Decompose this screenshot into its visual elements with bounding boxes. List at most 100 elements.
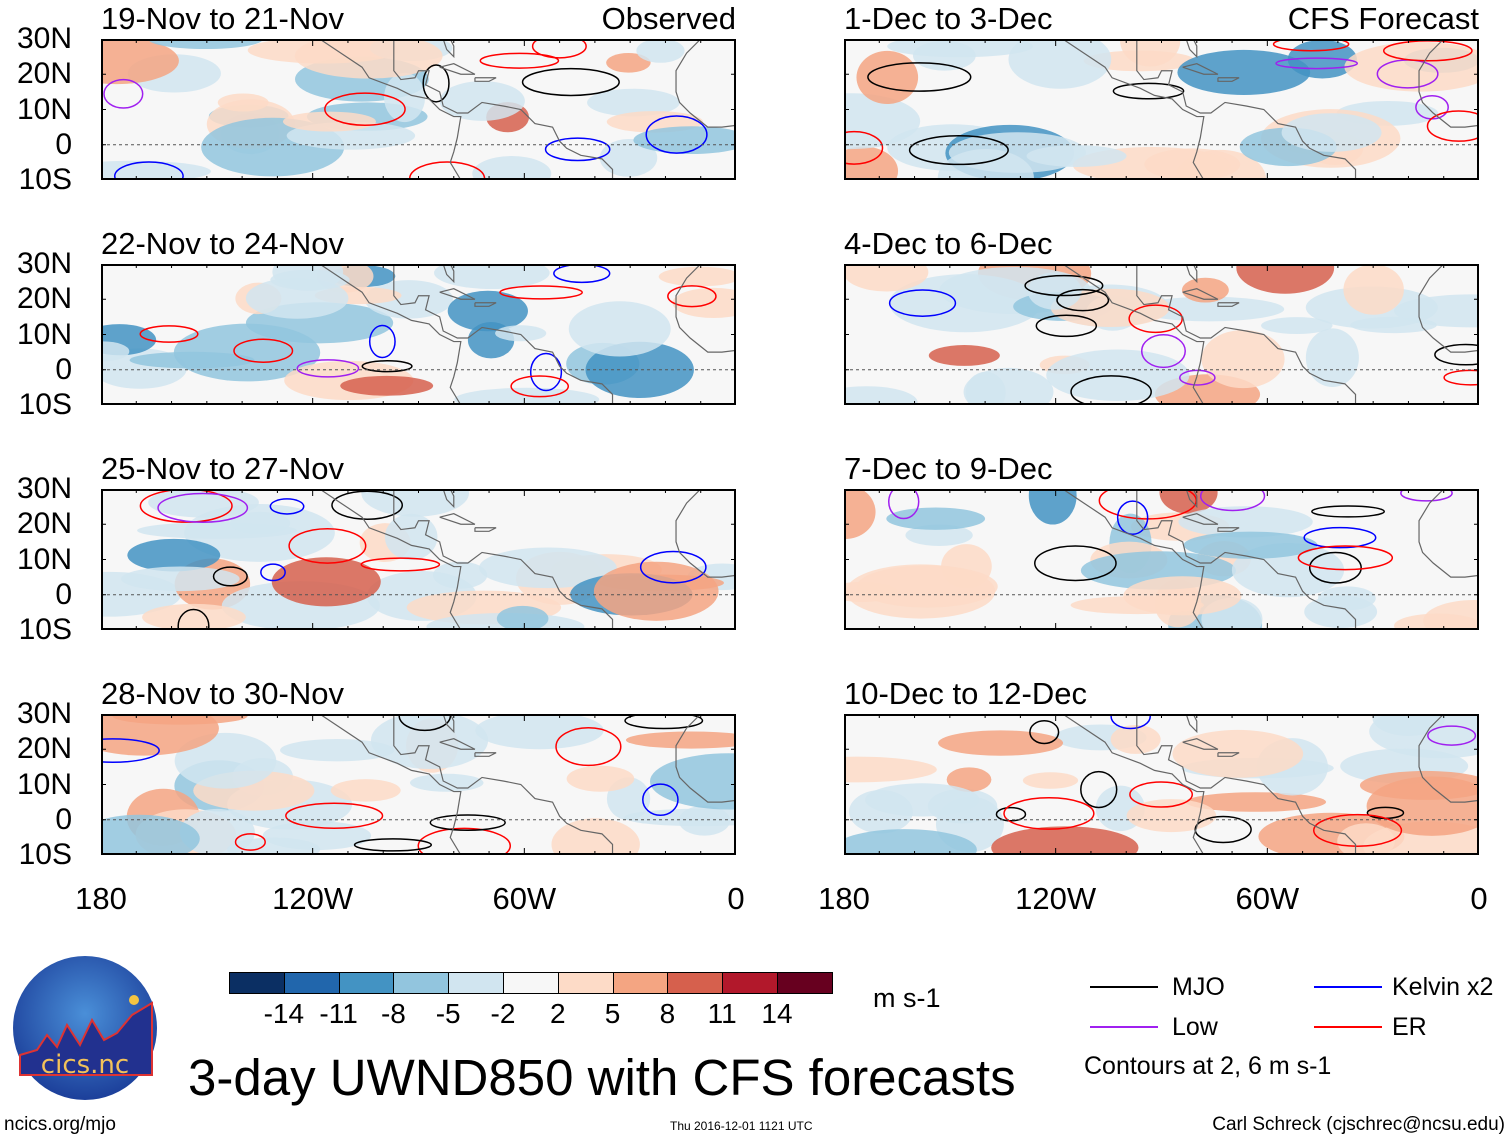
lat-label: 10N bbox=[16, 767, 72, 801]
er-contour bbox=[1443, 369, 1479, 386]
map-panel bbox=[844, 489, 1479, 630]
map-panel bbox=[101, 489, 736, 630]
coastline bbox=[1136, 489, 1357, 630]
easterly-anomaly-shade bbox=[384, 72, 426, 123]
footer-credit: Carl Schreck (cjschrec@ncsu.edu) bbox=[1212, 1114, 1505, 1135]
easterly-anomaly-shade bbox=[121, 566, 240, 592]
colorbar-swatch bbox=[503, 972, 559, 994]
lon-label: 60W bbox=[1235, 881, 1300, 916]
lon-label: 180 bbox=[75, 881, 127, 916]
easterly-anomaly-shade bbox=[1134, 296, 1285, 322]
coastline bbox=[1062, 489, 1205, 630]
map-panel bbox=[101, 39, 736, 180]
easterly-anomaly-shade bbox=[361, 489, 469, 517]
coastline bbox=[474, 302, 497, 307]
lat-label: 30N bbox=[16, 697, 72, 730]
coastline bbox=[393, 39, 614, 180]
coastline bbox=[319, 489, 462, 630]
panel-source-tag: CFS Forecast bbox=[1287, 1, 1479, 36]
coastline bbox=[1217, 77, 1240, 82]
colorbar-tick-label: 14 bbox=[761, 998, 793, 1029]
mjo-contour bbox=[331, 490, 404, 520]
easterly-anomaly-shade bbox=[174, 732, 277, 789]
coastline bbox=[1418, 489, 1479, 578]
mjo-contour bbox=[1056, 288, 1110, 312]
coastline bbox=[1182, 63, 1219, 75]
coastline bbox=[1136, 264, 1357, 405]
kelvin-contour bbox=[269, 498, 305, 515]
colorbar-tick-label: 2 bbox=[550, 998, 566, 1029]
lat-label: 20N bbox=[16, 57, 72, 91]
figure-title: 3-day UWND850 with CFS forecasts bbox=[188, 1049, 1016, 1106]
er-contour bbox=[510, 375, 570, 398]
panel-title: 7-Dec to 9-Dec bbox=[844, 451, 1053, 486]
low-contour bbox=[1275, 57, 1358, 70]
lon-label: 0 bbox=[727, 881, 745, 916]
easterly-anomaly-shade bbox=[905, 524, 973, 546]
low-contour bbox=[103, 78, 144, 109]
coastline bbox=[393, 714, 614, 855]
panel-title: 19-Nov to 21-Nov bbox=[101, 1, 344, 36]
panel-frame bbox=[844, 714, 1479, 855]
coastline bbox=[1418, 264, 1479, 353]
westerly-anomaly-shade bbox=[1120, 39, 1181, 67]
easterly-anomaly-shade bbox=[1046, 349, 1190, 402]
westerly-anomaly-shade bbox=[1050, 288, 1170, 328]
coastline bbox=[1136, 714, 1357, 855]
kelvin-contour bbox=[639, 550, 707, 584]
panel-frame bbox=[101, 489, 736, 630]
easterly-anomaly-shade bbox=[1183, 531, 1318, 559]
easterly-anomaly-shade bbox=[1026, 145, 1127, 167]
low-contour bbox=[1427, 725, 1477, 746]
easterly-anomaly-shade bbox=[439, 81, 525, 121]
lon-label: 180 bbox=[818, 881, 870, 916]
westerly-anomaly-shade bbox=[101, 39, 179, 85]
coastline bbox=[474, 752, 497, 757]
easterly-anomaly-shade bbox=[1281, 113, 1382, 152]
westerly-anomaly-shade bbox=[142, 603, 246, 630]
er-contour bbox=[1297, 545, 1394, 571]
kelvin-contour bbox=[260, 563, 286, 582]
coastline bbox=[1418, 39, 1479, 128]
er-contour bbox=[844, 130, 884, 165]
lat-label: 10S bbox=[18, 163, 72, 196]
westerly-anomaly-shade bbox=[1337, 823, 1395, 855]
colorbar-tick-label: -11 bbox=[319, 998, 358, 1029]
easterly-anomaly-shade bbox=[1028, 489, 1077, 525]
easterly-anomaly-shade bbox=[649, 753, 736, 810]
easterly-anomaly-shade bbox=[270, 269, 350, 291]
kelvin-contour bbox=[113, 161, 184, 180]
westerly-anomaly-shade bbox=[271, 557, 381, 607]
er-contour bbox=[1003, 797, 1095, 830]
er-contour bbox=[1129, 781, 1194, 808]
footer-timestamp: Thu 2016-12-01 1121 UTC bbox=[670, 1119, 813, 1133]
legend-label-mjo: MJO bbox=[1172, 973, 1225, 1001]
coastline bbox=[675, 489, 736, 578]
mjo-contour bbox=[422, 64, 450, 103]
mjo-contour bbox=[212, 566, 248, 587]
kelvin-contour bbox=[368, 324, 396, 359]
easterly-anomaly-shade bbox=[127, 538, 221, 572]
westerly-anomaly-shade bbox=[1359, 770, 1479, 800]
coastline bbox=[1185, 714, 1198, 734]
coastline bbox=[1182, 738, 1219, 750]
kelvin-contour bbox=[1110, 714, 1151, 730]
coastline bbox=[1185, 489, 1198, 509]
easterly-anomaly-shade bbox=[1027, 272, 1082, 310]
lon-label: 120W bbox=[272, 881, 354, 916]
lon-label: 120W bbox=[1015, 881, 1097, 916]
panel-source-tag: Observed bbox=[601, 1, 736, 36]
easterly-anomaly-shade bbox=[1261, 317, 1333, 334]
kelvin-contour bbox=[529, 352, 563, 392]
colorbar-swatch bbox=[338, 972, 395, 994]
colorbar-swatch bbox=[612, 972, 669, 994]
westerly-anomaly-shade bbox=[946, 767, 992, 792]
mjo-contour bbox=[521, 67, 620, 97]
map-panel bbox=[844, 714, 1479, 855]
footer-url[interactable]: ncics.org/mjo bbox=[4, 1114, 116, 1135]
low-contour bbox=[1400, 489, 1453, 502]
lat-label: 30N bbox=[16, 247, 72, 280]
mjo-contour bbox=[429, 814, 506, 831]
low-contour bbox=[296, 359, 360, 378]
